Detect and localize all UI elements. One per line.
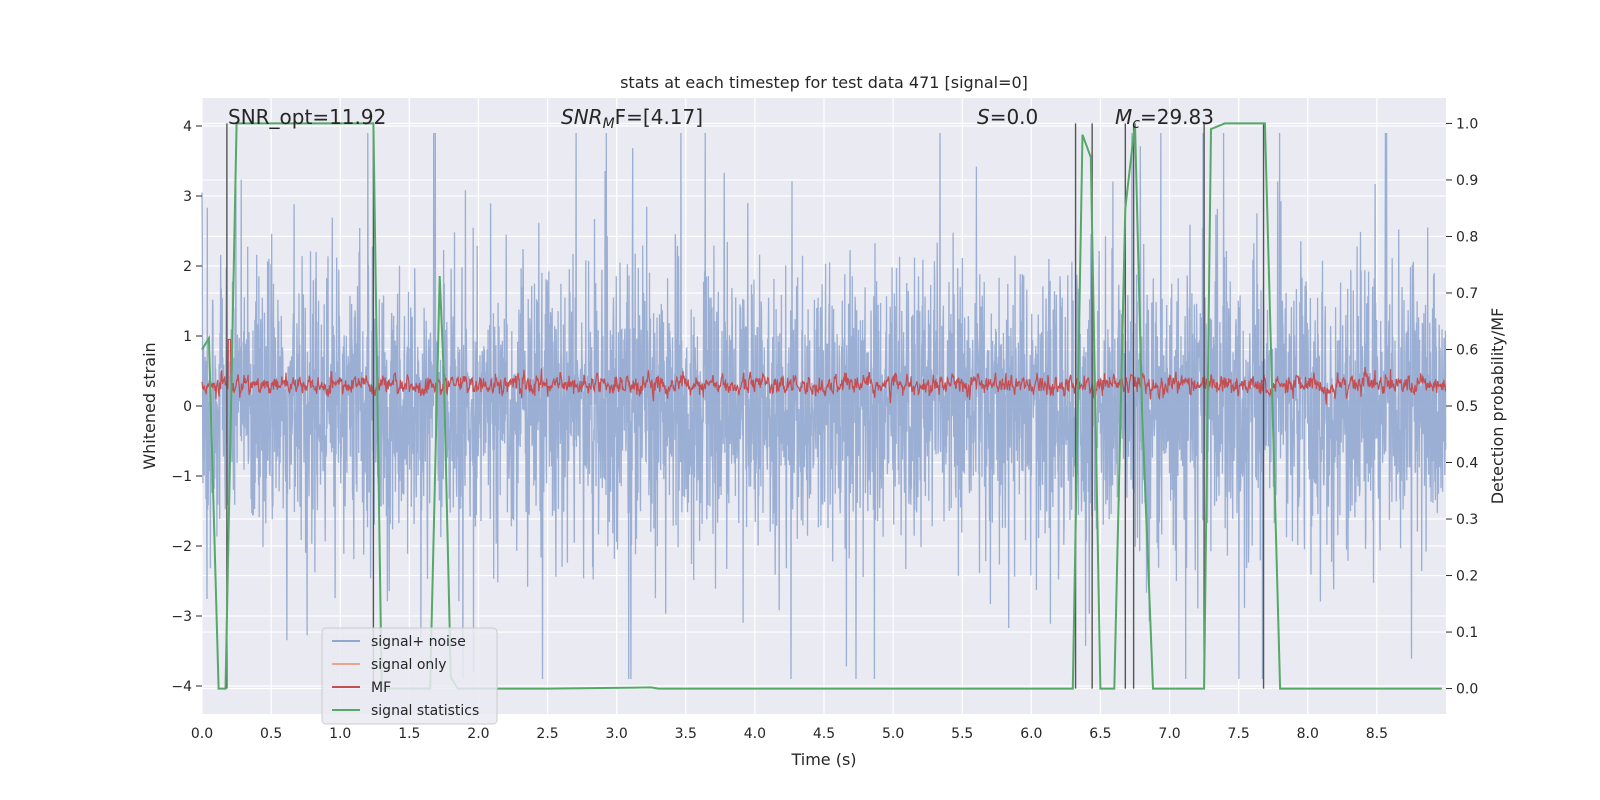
- x-tick-label: 0.5: [260, 726, 282, 742]
- y-left-axis-ticks: 4 3 2 1 0 −1 −2 −3 −4: [171, 119, 202, 695]
- annotation-mc-sub: c: [1132, 116, 1140, 132]
- y-left-tick-label: 0: [183, 399, 192, 415]
- y-left-tick-label: 3: [183, 189, 192, 205]
- x-tick-label: 8.5: [1366, 726, 1388, 742]
- x-tick-label: 3.0: [606, 726, 628, 742]
- y-left-tick-label: −4: [171, 679, 192, 695]
- y-left-tick-label: 4: [183, 119, 192, 135]
- annotation-mc-rest: =29.83: [1140, 105, 1214, 129]
- annotation-s-base: S: [977, 105, 990, 129]
- y-right-tick-label: 0.1: [1456, 625, 1478, 641]
- legend-label-mf: MF: [371, 680, 391, 696]
- y-right-tick-label: 0.3: [1456, 512, 1478, 528]
- y-left-tick-label: −3: [171, 609, 192, 625]
- annotation-snr-mf-sub: M: [603, 116, 615, 132]
- annotation-snr-opt: SNR_opt=11.92: [228, 105, 386, 129]
- x-tick-label: 1.0: [329, 726, 351, 742]
- x-tick-label: 2.5: [536, 726, 558, 742]
- x-tick-label: 5.5: [951, 726, 973, 742]
- y-right-axis-label: Detection probability/MF: [1488, 308, 1507, 505]
- y-right-tick-label: 0.9: [1456, 173, 1478, 189]
- x-tick-label: 0.0: [191, 726, 213, 742]
- annotation-snr-mf-rest: F=[4.17]: [615, 105, 703, 129]
- x-tick-label: 3.5: [675, 726, 697, 742]
- series-signal-noise-line: [201, 132, 1447, 680]
- annotation-s-rest: =0.0: [990, 105, 1039, 129]
- annotation-mc-base: M: [1115, 105, 1132, 129]
- annotation-s: S=0.0: [977, 105, 1038, 129]
- series-mf: [201, 338, 1447, 405]
- x-tick-label: 8.0: [1297, 726, 1319, 742]
- series-signal-statistics-line: [201, 122, 1442, 690]
- y-right-tick-label: 0.2: [1456, 569, 1478, 585]
- x-tick-label: 7.5: [1228, 726, 1250, 742]
- legend-box: [321, 627, 498, 725]
- x-tick-label: 5.0: [882, 726, 904, 742]
- legend: signal+ noise signal only MF signal stat…: [321, 627, 498, 725]
- vertical-markers: [226, 123, 1265, 689]
- annotation-mc: Mc=29.83: [1115, 105, 1214, 132]
- series-signal-noise: [201, 132, 1447, 680]
- series-mf-line: [201, 338, 1447, 405]
- x-tick-label: 2.0: [467, 726, 489, 742]
- y-right-axis-ticks: 1.0 0.9 0.8 0.7 0.6 0.5 0.4 0.3 0.2 0.1 0.0: [1446, 116, 1478, 698]
- y-right-tick-label: 0.8: [1456, 229, 1478, 245]
- y-right-tick-label: 0.7: [1456, 286, 1478, 302]
- y-right-tick-label: 1.0: [1456, 116, 1478, 132]
- x-axis-label: Time (s): [790, 750, 856, 769]
- y-left-tick-label: 2: [183, 259, 192, 275]
- y-left-tick-label: 1: [183, 329, 192, 345]
- legend-label-signal-statistics: signal statistics: [371, 703, 479, 719]
- x-tick-label: 6.5: [1089, 726, 1111, 742]
- legend-label-signal-only: signal only: [371, 657, 446, 673]
- legend-label-signal-noise: signal+ noise: [371, 634, 466, 650]
- y-right-tick-label: 0.6: [1456, 342, 1478, 358]
- y-right-tick-label: 0.0: [1456, 682, 1478, 698]
- series-signal-statistics: [201, 122, 1442, 690]
- y-right-tick-label: 0.5: [1456, 399, 1478, 415]
- x-tick-label: 4.0: [744, 726, 766, 742]
- chart-title: stats at each timestep for test data 471…: [620, 73, 1028, 92]
- x-tick-label: 6.0: [1020, 726, 1042, 742]
- y-left-axis-label: Whitened strain: [140, 342, 159, 469]
- x-tick-label: 7.0: [1158, 726, 1180, 742]
- y-left-tick-label: −2: [171, 539, 192, 555]
- y-right-tick-label: 0.4: [1456, 456, 1478, 472]
- x-axis-ticks: 0.0 0.5 1.0 1.5 2.0 2.5 3.0 3.5 4.0 4.5 5.0 5.5 6.0 6…: [191, 726, 1388, 742]
- annotation-snr-mf-base: SNR: [561, 105, 603, 129]
- annotation-snr-mf: SNRMF=[4.17]: [561, 105, 703, 132]
- x-tick-label: 1.5: [398, 726, 420, 742]
- x-tick-label: 4.5: [813, 726, 835, 742]
- y-left-tick-label: −1: [171, 469, 192, 485]
